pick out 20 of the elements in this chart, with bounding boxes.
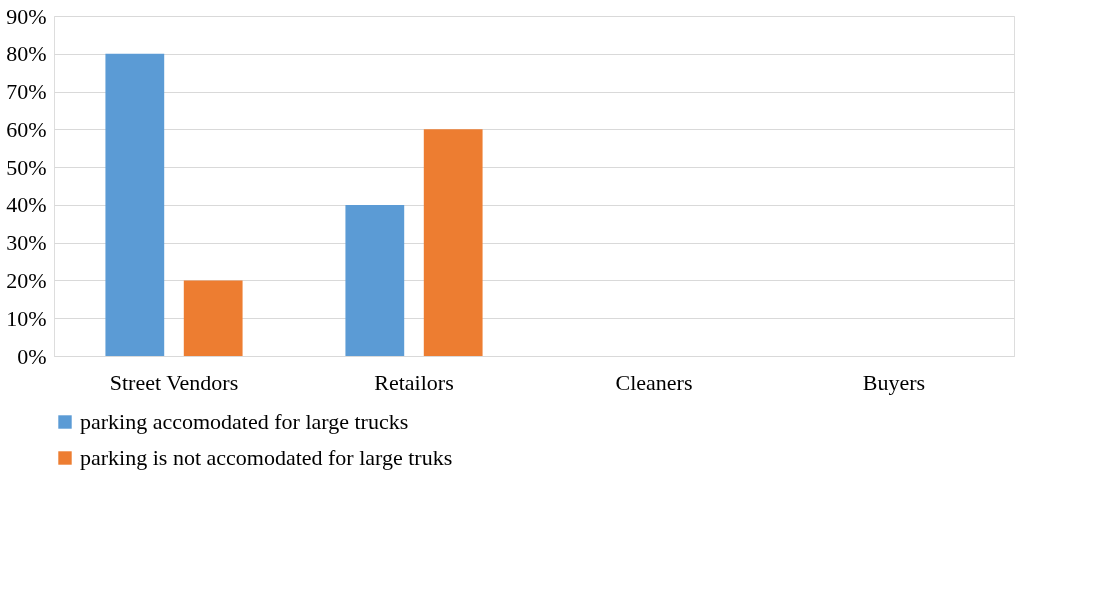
- bar: [345, 204, 405, 356]
- bar: [183, 280, 243, 356]
- y-tick-label: 20%: [6, 267, 47, 293]
- x-tick-label: Buyers: [862, 369, 926, 395]
- x-tick-label: Retailors: [374, 369, 454, 395]
- y-tick-label: 50%: [6, 154, 47, 180]
- y-tick-label: 0%: [17, 343, 47, 369]
- y-tick-label: 80%: [6, 41, 47, 67]
- legend-label: parking is not accomodated for large truks: [80, 445, 453, 470]
- bar: [423, 129, 483, 356]
- bar: [105, 53, 165, 356]
- x-tick-label: Cleaners: [615, 369, 693, 395]
- y-tick-label: 60%: [6, 116, 47, 142]
- y-tick-label: 30%: [6, 230, 47, 256]
- y-tick-label: 40%: [6, 192, 47, 218]
- y-tick-label: 70%: [6, 79, 47, 105]
- x-tick-label: Street Vendors: [109, 369, 239, 395]
- y-tick-label: 10%: [6, 305, 47, 331]
- y-tick-label: 90%: [6, 3, 47, 29]
- legend-label: parking accomodated for large trucks: [80, 409, 409, 434]
